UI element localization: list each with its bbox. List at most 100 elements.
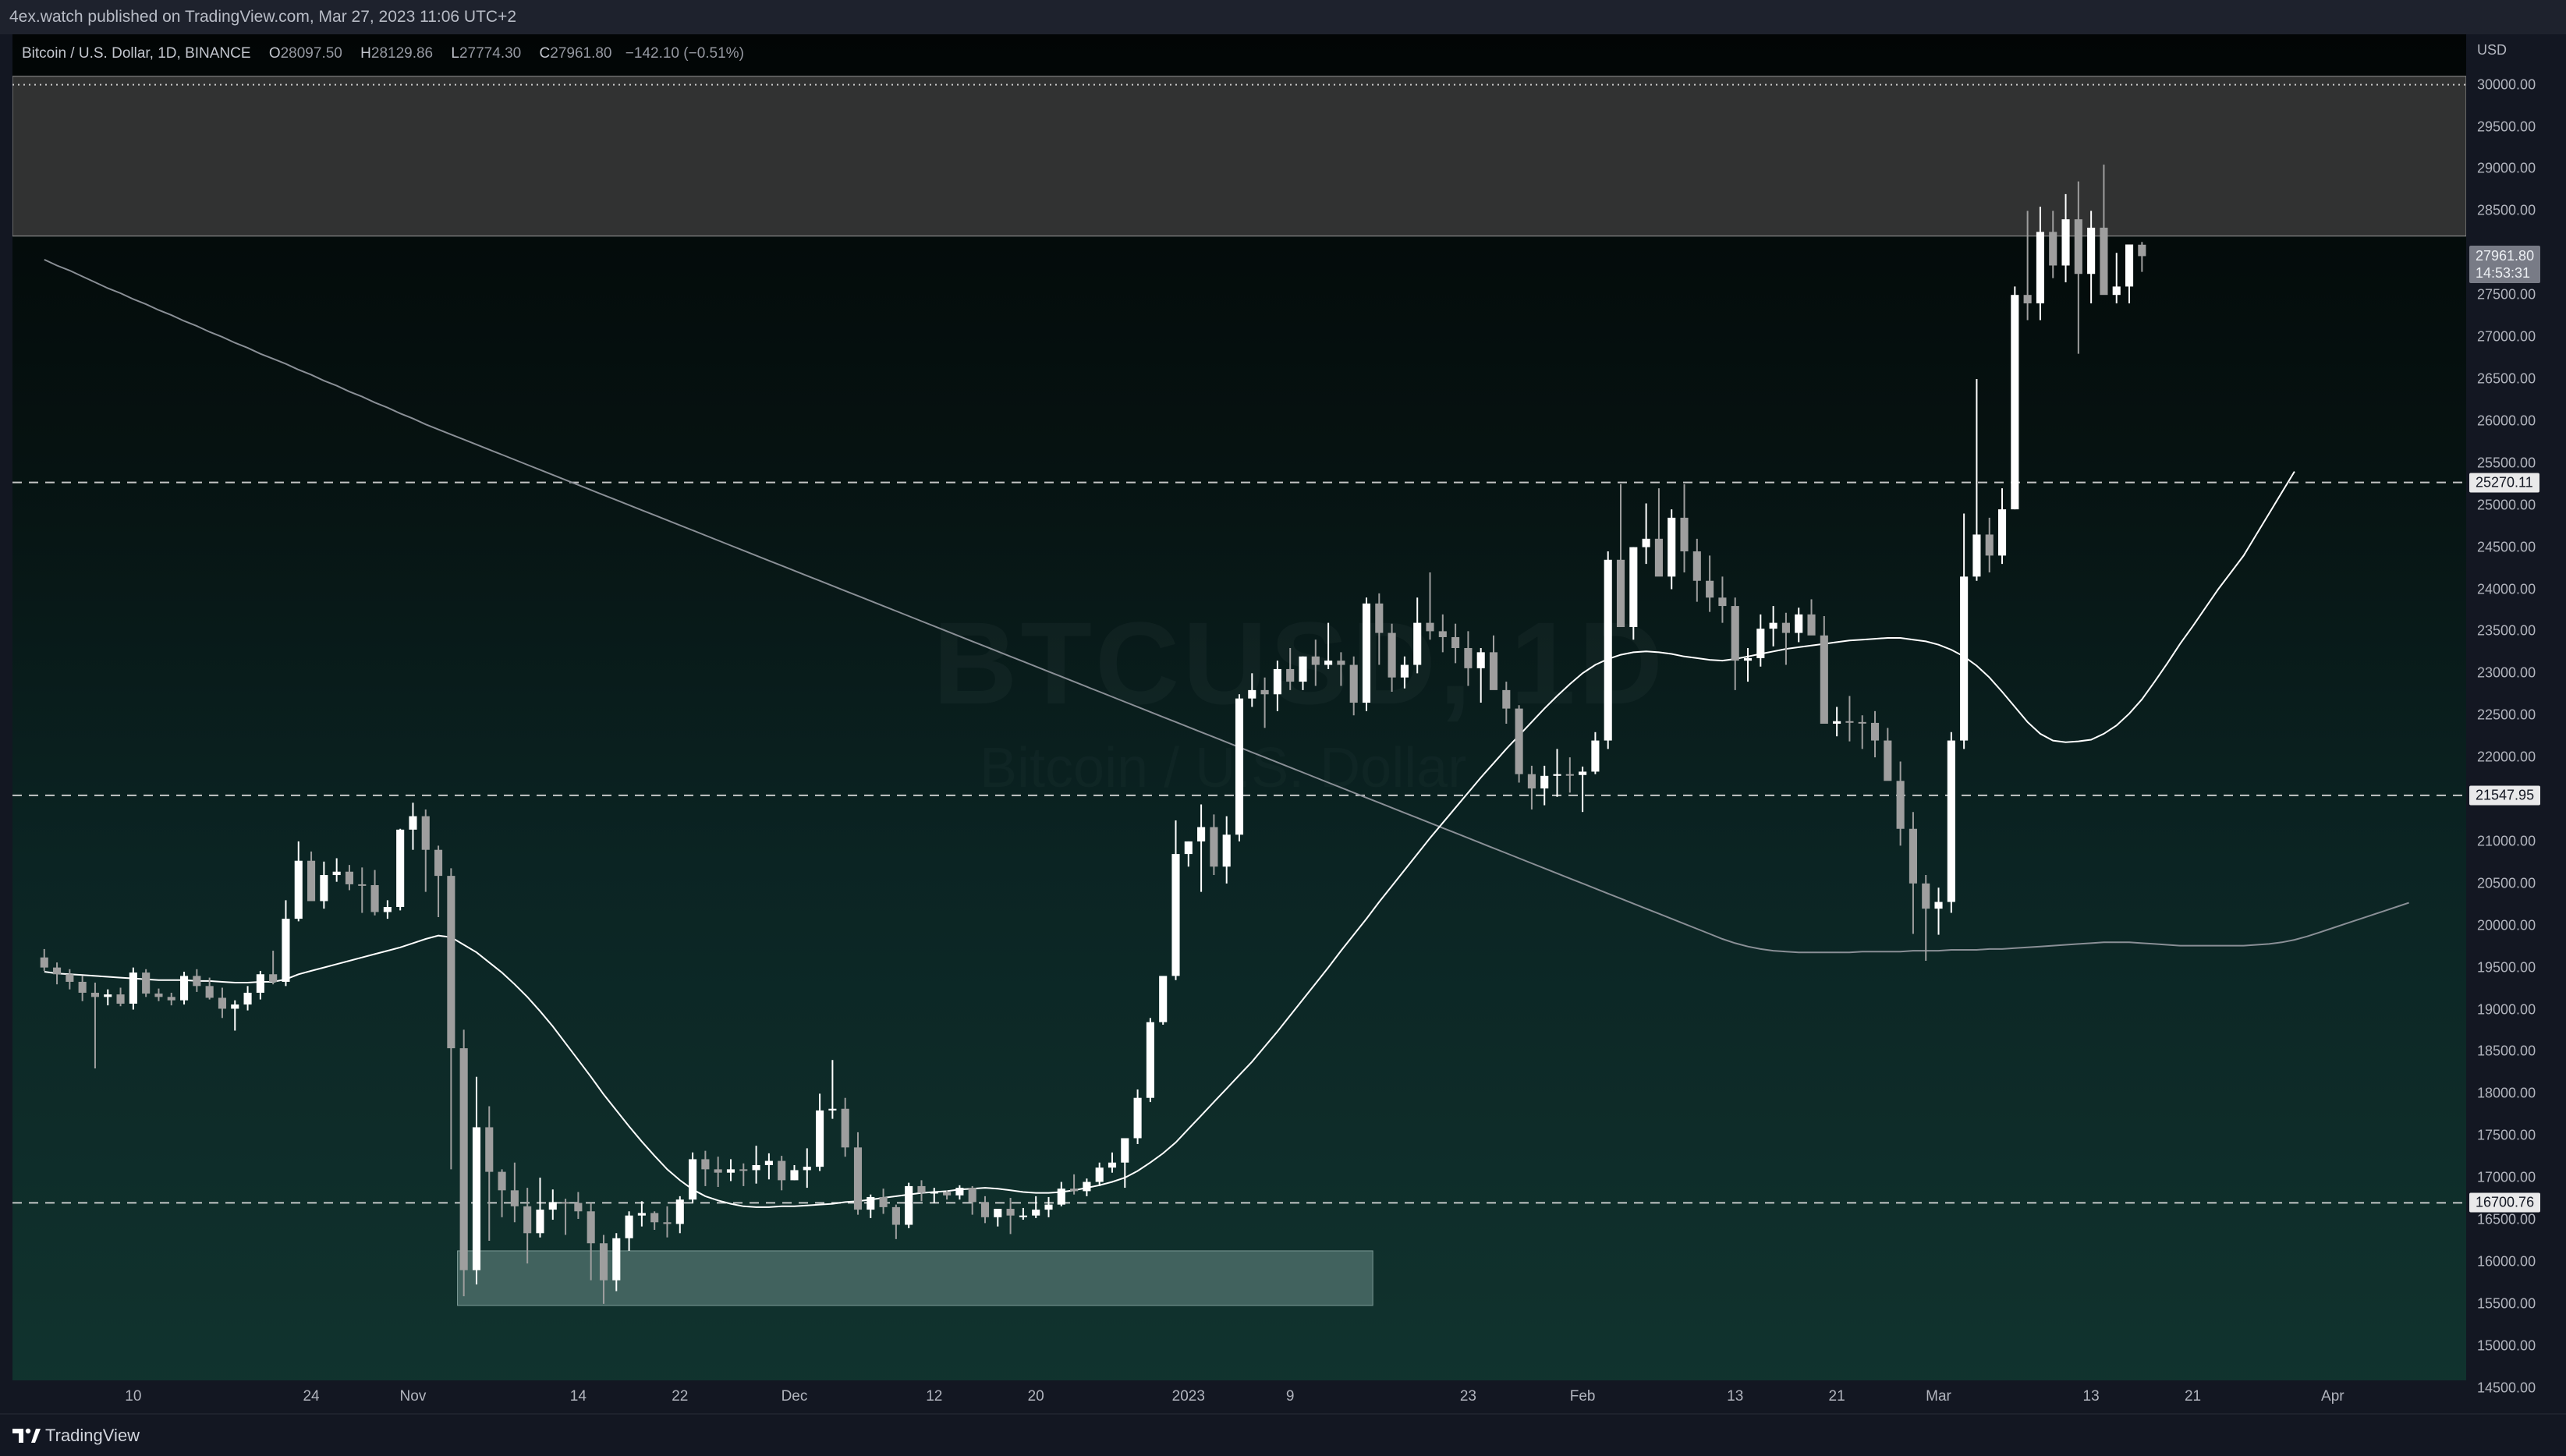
candle-body [180, 976, 189, 1001]
candle-body [1400, 664, 1409, 678]
candle-body [1781, 622, 1790, 633]
candle-body [1489, 652, 1498, 690]
symbol-title[interactable]: Bitcoin / U.S. Dollar, 1D, BINANCE [22, 45, 251, 62]
candle-body [1260, 689, 1269, 695]
candle-body [1426, 622, 1434, 632]
candle-body [1629, 547, 1638, 628]
candle-body [574, 1203, 583, 1212]
candle-body [637, 1213, 646, 1216]
candle-body [193, 976, 201, 987]
level-price-label: 16700.76 [2469, 1192, 2541, 1213]
price-tick-label: 27000.00 [2477, 328, 2536, 345]
candle-body [1299, 656, 1307, 682]
candle-body [1184, 841, 1193, 855]
candle-body [1654, 538, 1663, 577]
candle-body [1706, 580, 1714, 598]
time-tick-label: 22 [672, 1388, 689, 1405]
price-tick-label: 18500.00 [2477, 1043, 2536, 1059]
resistance-zone [12, 76, 2466, 237]
candle-body [256, 974, 264, 993]
candle-body [663, 1222, 672, 1224]
candle-body [1044, 1204, 1053, 1210]
candle-body [282, 919, 290, 982]
change-value: −142.10 (−0.51%) [625, 45, 744, 62]
candle-body [1604, 559, 1612, 741]
candle-body [841, 1108, 849, 1148]
time-tick-label: Nov [399, 1388, 427, 1405]
candle-body [1922, 883, 1930, 909]
candle-body [726, 1169, 735, 1173]
candle-body [1692, 551, 1701, 581]
candle-body [816, 1110, 824, 1167]
price-axis[interactable]: USD 30000.00 29500.00 29000.00 28500.00 2750… [2466, 34, 2566, 1413]
candle-body [1032, 1210, 1040, 1216]
candle-body [2049, 232, 2057, 266]
price-tick-label: 21000.00 [2477, 833, 2536, 849]
time-tick-label: 10 [125, 1388, 142, 1405]
time-tick-label: 20 [1027, 1388, 1044, 1405]
candle-body [1527, 774, 1536, 789]
candle-body [1197, 827, 1206, 841]
candle-body [307, 860, 316, 902]
candle-body [1591, 740, 1600, 772]
publish-header: 4ex.watch published on TradingView.com, … [0, 0, 2566, 34]
candle-body [1083, 1181, 1091, 1192]
candle-body [1057, 1189, 1065, 1205]
price-tick-label: 18000.00 [2477, 1085, 2536, 1101]
candle-body [867, 1196, 875, 1210]
time-tick-label: 2023 [1171, 1388, 1205, 1405]
candlestick-plot[interactable] [12, 34, 2466, 1413]
candle-body [1337, 661, 1345, 665]
candle-body [1909, 828, 1917, 884]
candle-body [917, 1185, 926, 1193]
candle-body [764, 1160, 773, 1165]
price-tick-label: 24500.00 [2477, 539, 2536, 555]
candle-body [1565, 774, 1574, 776]
candle-body [1515, 708, 1523, 774]
time-tick-label: 14 [569, 1388, 587, 1405]
chart-pane[interactable]: BTCUSD, 1D Bitcoin / U.S. Dollar Bitcoin… [12, 34, 2466, 1413]
brand-name: TradingView [45, 1426, 140, 1445]
candle-body [1833, 721, 1841, 724]
candle-body [485, 1127, 494, 1172]
candle-body [1972, 534, 1981, 577]
high-label: H [360, 45, 371, 62]
candle-body [955, 1188, 964, 1196]
candle-body [650, 1213, 659, 1223]
candle-body [1540, 775, 1549, 789]
candle-body [803, 1167, 811, 1171]
candle-body [358, 884, 367, 886]
moving-average-slow [44, 258, 2409, 954]
price-tick-label: 29500.00 [2477, 119, 2536, 135]
candle-body [104, 994, 112, 997]
candle-body [294, 860, 303, 919]
candle-body [1476, 652, 1485, 668]
price-tick-label: 19000.00 [2477, 1001, 2536, 1018]
candle-body [1375, 603, 1384, 633]
candle-body [1438, 631, 1447, 637]
candle-body [1171, 854, 1180, 976]
currency-unit: USD [2477, 42, 2508, 58]
time-axis[interactable]: 10 24 Nov 14 22 Dec 12 20 2023 9 23 Feb 13 21 Mar 13 21 A… [12, 1380, 2466, 1413]
candle-body [1121, 1138, 1129, 1163]
candle-body [1210, 827, 1218, 867]
candle-body [828, 1108, 837, 1111]
candle-body [1222, 834, 1231, 867]
candle-body [1756, 629, 1765, 658]
high-value: 28129.86 [370, 45, 434, 62]
publish-info: 4ex.watch published on TradingView.com, … [9, 8, 517, 26]
candle-body [853, 1147, 863, 1210]
candle-body [205, 986, 214, 998]
candle-body [2125, 244, 2134, 287]
candle-body [243, 992, 252, 1005]
ohlc-legend: Bitcoin / U.S. Dollar, 1D, BINANCE O2809… [22, 45, 744, 62]
candle-body [409, 816, 417, 830]
candle-body [1769, 622, 1777, 629]
candle-body [599, 1243, 608, 1281]
candle-body [1324, 661, 1333, 665]
candle-body [548, 1202, 557, 1210]
candle-body [1464, 647, 1473, 668]
candle-body [689, 1159, 697, 1200]
candle-body [1248, 689, 1256, 699]
time-tick-label: 9 [1285, 1388, 1295, 1405]
